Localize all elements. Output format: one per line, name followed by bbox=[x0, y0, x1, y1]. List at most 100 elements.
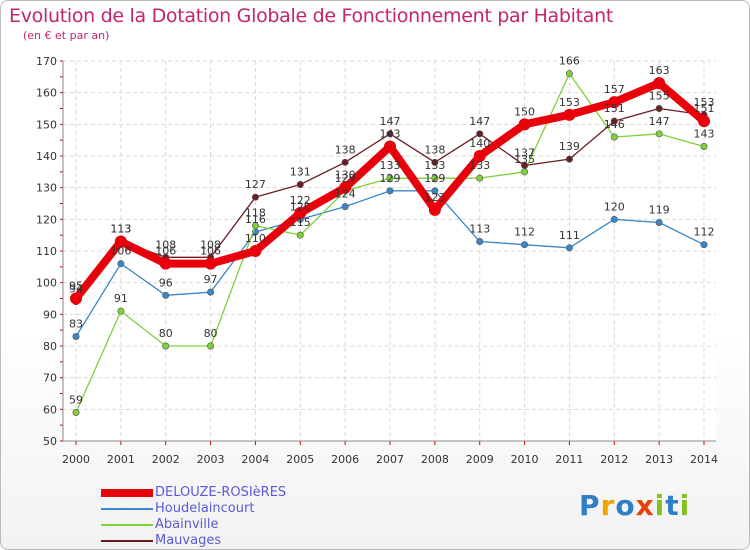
data-point bbox=[700, 143, 708, 151]
data-label: 143 bbox=[694, 128, 715, 141]
data-label: 110 bbox=[245, 232, 266, 245]
x-tick-label: 2012 bbox=[600, 453, 628, 466]
y-tick-label: 80 bbox=[43, 340, 57, 353]
data-label: 133 bbox=[469, 159, 490, 172]
logo-letter: x bbox=[635, 489, 655, 522]
data-label: 138 bbox=[424, 143, 445, 156]
logo-letter: r bbox=[600, 489, 616, 522]
data-point bbox=[341, 203, 349, 211]
data-label: 113 bbox=[110, 223, 131, 236]
data-label: 150 bbox=[514, 105, 535, 118]
data-label: 143 bbox=[380, 128, 401, 141]
data-label: 129 bbox=[335, 172, 356, 185]
legend-label: Abainville bbox=[155, 517, 219, 532]
data-point bbox=[386, 130, 394, 138]
y-tick-label: 170 bbox=[36, 55, 57, 68]
y-tick-label: 110 bbox=[36, 245, 57, 258]
data-label: 153 bbox=[694, 96, 715, 109]
data-point bbox=[565, 244, 573, 252]
x-tick-label: 2007 bbox=[376, 453, 404, 466]
x-tick-label: 2011 bbox=[555, 453, 583, 466]
data-label: 95 bbox=[69, 280, 83, 293]
data-point bbox=[114, 235, 127, 248]
data-label: 91 bbox=[114, 292, 128, 305]
logo-letter: i bbox=[654, 489, 666, 522]
data-label: 106 bbox=[200, 245, 221, 258]
logo-letter: P bbox=[579, 489, 601, 522]
y-tick-label: 150 bbox=[36, 118, 57, 131]
data-label: 112 bbox=[694, 226, 715, 239]
data-point bbox=[251, 222, 259, 230]
data-label: 119 bbox=[649, 204, 670, 217]
data-label: 96 bbox=[159, 276, 173, 289]
y-tick-label: 60 bbox=[43, 403, 57, 416]
data-point bbox=[610, 133, 618, 141]
data-point bbox=[655, 130, 663, 138]
data-label: 139 bbox=[559, 140, 580, 153]
data-point bbox=[518, 118, 531, 131]
data-label: 153 bbox=[559, 96, 580, 109]
y-tick-label: 70 bbox=[43, 372, 57, 385]
data-label: 127 bbox=[245, 178, 266, 191]
legend-swatch bbox=[101, 508, 153, 510]
data-point bbox=[70, 292, 82, 305]
data-point bbox=[608, 96, 621, 109]
data-point bbox=[386, 174, 394, 182]
legend-swatch bbox=[101, 489, 153, 497]
data-point bbox=[296, 181, 304, 189]
data-label: 80 bbox=[204, 327, 218, 340]
data-label: 120 bbox=[290, 200, 311, 213]
x-tick-label: 2005 bbox=[286, 453, 314, 466]
data-label: 108 bbox=[155, 238, 176, 251]
x-tick-label: 2000 bbox=[62, 453, 90, 466]
data-label: 151 bbox=[604, 102, 625, 115]
data-point bbox=[428, 203, 441, 216]
data-point bbox=[296, 231, 304, 239]
y-tick-label: 50 bbox=[43, 435, 57, 448]
data-label: 137 bbox=[514, 147, 535, 160]
y-tick-label: 90 bbox=[43, 308, 57, 321]
y-tick-label: 130 bbox=[36, 182, 57, 195]
y-tick-label: 140 bbox=[36, 150, 57, 163]
data-point bbox=[476, 174, 484, 182]
data-label: 131 bbox=[290, 166, 311, 179]
legend-label: Mauvages bbox=[155, 533, 222, 548]
data-point bbox=[386, 187, 394, 195]
data-point bbox=[473, 150, 486, 162]
data-label: 118 bbox=[245, 207, 266, 220]
data-point bbox=[117, 307, 125, 315]
data-point bbox=[207, 342, 215, 350]
data-point bbox=[565, 155, 573, 163]
logo-letter: i bbox=[679, 489, 691, 522]
data-point bbox=[431, 174, 439, 182]
legend-swatch bbox=[101, 524, 153, 526]
x-tick-label: 2002 bbox=[152, 453, 180, 466]
data-label: 97 bbox=[204, 273, 218, 286]
data-label: 83 bbox=[69, 318, 83, 331]
data-label: 130 bbox=[335, 169, 356, 182]
data-label: 140 bbox=[469, 137, 490, 150]
chart-subtitle: (en € et par an) bbox=[23, 29, 110, 42]
data-point bbox=[162, 291, 170, 299]
x-tick-label: 2014 bbox=[690, 453, 718, 466]
data-point bbox=[521, 241, 529, 249]
data-point bbox=[521, 162, 529, 170]
data-label: 113 bbox=[110, 223, 131, 236]
data-label: 129 bbox=[424, 172, 445, 185]
proxiti-logo: Proxiti bbox=[579, 489, 690, 522]
data-label: 124 bbox=[335, 188, 356, 201]
data-label: 157 bbox=[604, 83, 625, 96]
x-tick-label: 2013 bbox=[645, 453, 673, 466]
data-label: 80 bbox=[159, 327, 173, 340]
legend-swatch bbox=[101, 540, 153, 542]
data-label: 123 bbox=[424, 191, 445, 204]
data-label: 111 bbox=[559, 229, 580, 242]
data-point bbox=[431, 158, 439, 166]
data-point bbox=[431, 187, 439, 195]
y-tick-label: 160 bbox=[36, 87, 57, 100]
data-point bbox=[341, 158, 349, 166]
x-tick-label: 2010 bbox=[511, 453, 539, 466]
data-point bbox=[563, 108, 576, 121]
logo-letter: o bbox=[615, 489, 636, 522]
